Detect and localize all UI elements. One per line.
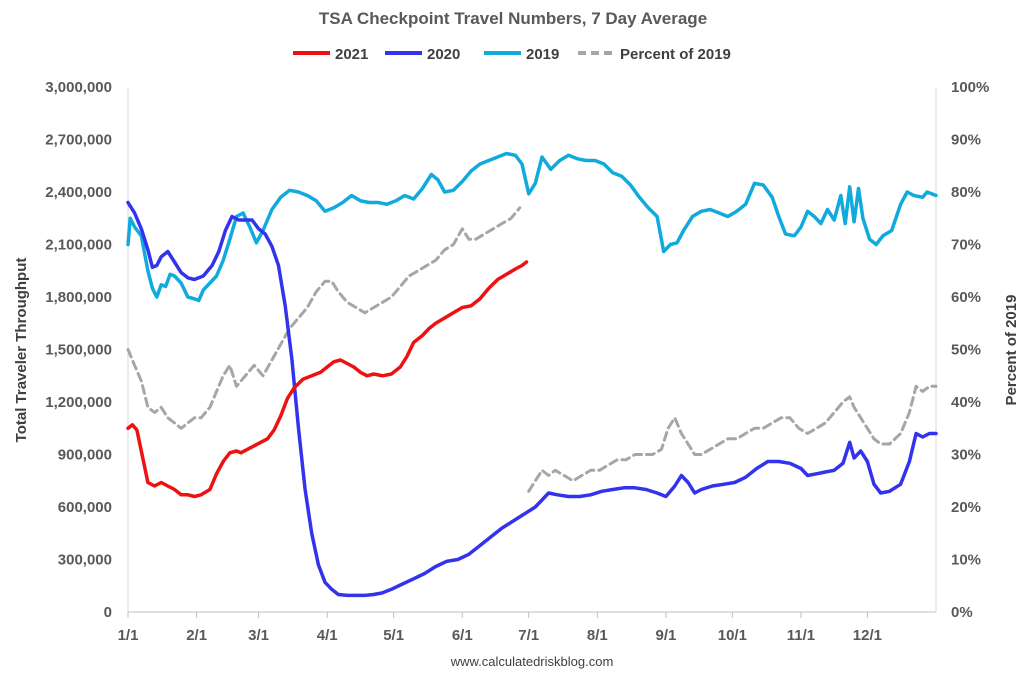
- y2-tick-label: 60%: [951, 289, 981, 306]
- series-line-2019: [126, 151, 938, 303]
- legend-label-2019: 2019: [526, 46, 559, 63]
- x-tick-label: 2/1: [186, 627, 207, 644]
- series-line-percent-of-2019: [126, 206, 522, 430]
- y-tick-label: 1,800,000: [45, 289, 112, 306]
- y2-tick-label: 0%: [951, 604, 973, 621]
- x-tick-label: 8/1: [587, 627, 608, 644]
- source-credit: www.calculatedriskblog.com: [450, 654, 614, 669]
- y-tick-label: 300,000: [58, 552, 112, 569]
- x-tick-label: 12/1: [853, 627, 882, 644]
- y-tick-label: 600,000: [58, 499, 112, 516]
- legend-item-percent-of-2019[interactable]: Percent of 2019: [578, 46, 731, 63]
- x-tick-label: 5/1: [383, 627, 404, 644]
- legend-item-2019[interactable]: 2019: [484, 46, 559, 63]
- y-axis-title: Total Traveler Throughput: [13, 258, 30, 443]
- x-axis-ticks: 1/1 2/1 3/1 4/1 5/1 6/1 7/1 8/1 9/1 10/1 11/1 12/1: [118, 612, 882, 644]
- y-tick-label: 2,400,000: [45, 184, 112, 201]
- legend-label-2021: 2021: [335, 46, 368, 63]
- series-line-2020: [126, 200, 938, 598]
- x-tick-label: 10/1: [718, 627, 747, 644]
- y-tick-label: 2,700,000: [45, 132, 112, 149]
- y2-tick-label: 30%: [951, 447, 981, 464]
- y2-axis-ticks: 0% 10% 20% 30% 40% 50% 60% 70% 80% 90% 100%: [951, 79, 989, 621]
- x-tick-label: 7/1: [518, 627, 539, 644]
- y-tick-label: 2,100,000: [45, 237, 112, 254]
- y-tick-label: 900,000: [58, 447, 112, 464]
- y2-tick-label: 50%: [951, 342, 981, 359]
- y2-tick-label: 20%: [951, 499, 981, 516]
- x-tick-label: 3/1: [248, 627, 269, 644]
- y2-tick-label: 40%: [951, 394, 981, 411]
- series-lines: [126, 151, 938, 598]
- x-tick-label: 11/1: [787, 627, 815, 644]
- x-tick-label: 9/1: [655, 627, 676, 644]
- y2-tick-label: 90%: [951, 132, 981, 149]
- series-line-2021: [126, 260, 529, 499]
- y-tick-label: 3,000,000: [45, 79, 112, 96]
- legend-item-2020[interactable]: 2020: [385, 46, 460, 63]
- x-tick-label: 1/1: [118, 627, 139, 644]
- y2-tick-label: 10%: [951, 552, 981, 569]
- axes: [127, 87, 937, 613]
- x-tick-label: 4/1: [317, 627, 338, 644]
- y-tick-label: 1,200,000: [45, 394, 112, 411]
- y2-tick-label: 80%: [951, 184, 981, 201]
- y2-axis-title: Percent of 2019: [1003, 295, 1020, 406]
- y-tick-label: 0: [104, 604, 112, 621]
- legend-label-2020: 2020: [427, 46, 460, 63]
- y2-tick-label: 100%: [951, 79, 989, 96]
- legend-item-2021[interactable]: 2021: [293, 46, 368, 63]
- legend-label-percent-of-2019: Percent of 2019: [620, 46, 731, 63]
- y-tick-label: 1,500,000: [45, 342, 112, 359]
- chart-title: TSA Checkpoint Travel Numbers, 7 Day Ave…: [319, 9, 707, 28]
- y2-tick-label: 70%: [951, 237, 981, 254]
- y-axis-ticks: 0 300,000 600,000 900,000 1,200,000 1,500,000…: [45, 79, 112, 621]
- x-tick-label: 6/1: [452, 627, 473, 644]
- legend: 2021 2020 2019 Percent of 2019: [293, 46, 731, 63]
- series-line-percent-of-2019: [527, 384, 938, 493]
